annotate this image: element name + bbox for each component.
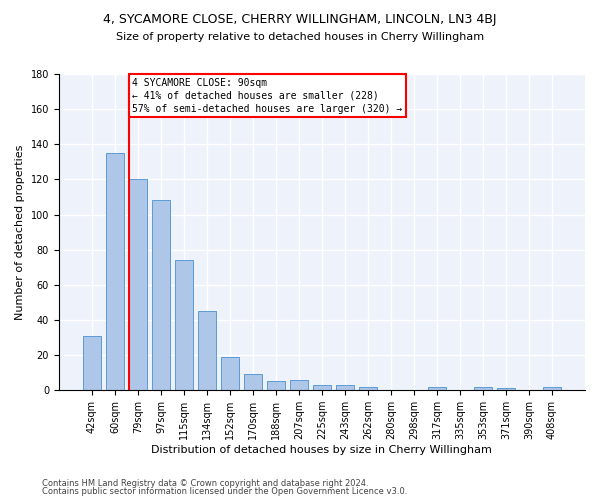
Bar: [290, 380, 308, 390]
Bar: [473, 386, 492, 390]
Bar: [497, 388, 515, 390]
Bar: [83, 336, 101, 390]
Bar: [313, 385, 331, 390]
X-axis label: Distribution of detached houses by size in Cherry Willingham: Distribution of detached houses by size …: [151, 445, 493, 455]
Text: 4, SYCAMORE CLOSE, CHERRY WILLINGHAM, LINCOLN, LN3 4BJ: 4, SYCAMORE CLOSE, CHERRY WILLINGHAM, LI…: [103, 12, 497, 26]
Bar: [244, 374, 262, 390]
Bar: [128, 180, 147, 390]
Text: Contains public sector information licensed under the Open Government Licence v3: Contains public sector information licen…: [42, 487, 407, 496]
Text: 4 SYCAMORE CLOSE: 90sqm
← 41% of detached houses are smaller (228)
57% of semi-d: 4 SYCAMORE CLOSE: 90sqm ← 41% of detache…: [132, 78, 403, 114]
Bar: [335, 385, 354, 390]
Bar: [152, 200, 170, 390]
Text: Size of property relative to detached houses in Cherry Willingham: Size of property relative to detached ho…: [116, 32, 484, 42]
Text: Contains HM Land Registry data © Crown copyright and database right 2024.: Contains HM Land Registry data © Crown c…: [42, 478, 368, 488]
Bar: [106, 153, 124, 390]
Bar: [359, 386, 377, 390]
Bar: [542, 386, 561, 390]
Bar: [266, 382, 285, 390]
Bar: [197, 311, 216, 390]
Bar: [221, 357, 239, 390]
Y-axis label: Number of detached properties: Number of detached properties: [15, 144, 25, 320]
Bar: [175, 260, 193, 390]
Bar: [428, 386, 446, 390]
